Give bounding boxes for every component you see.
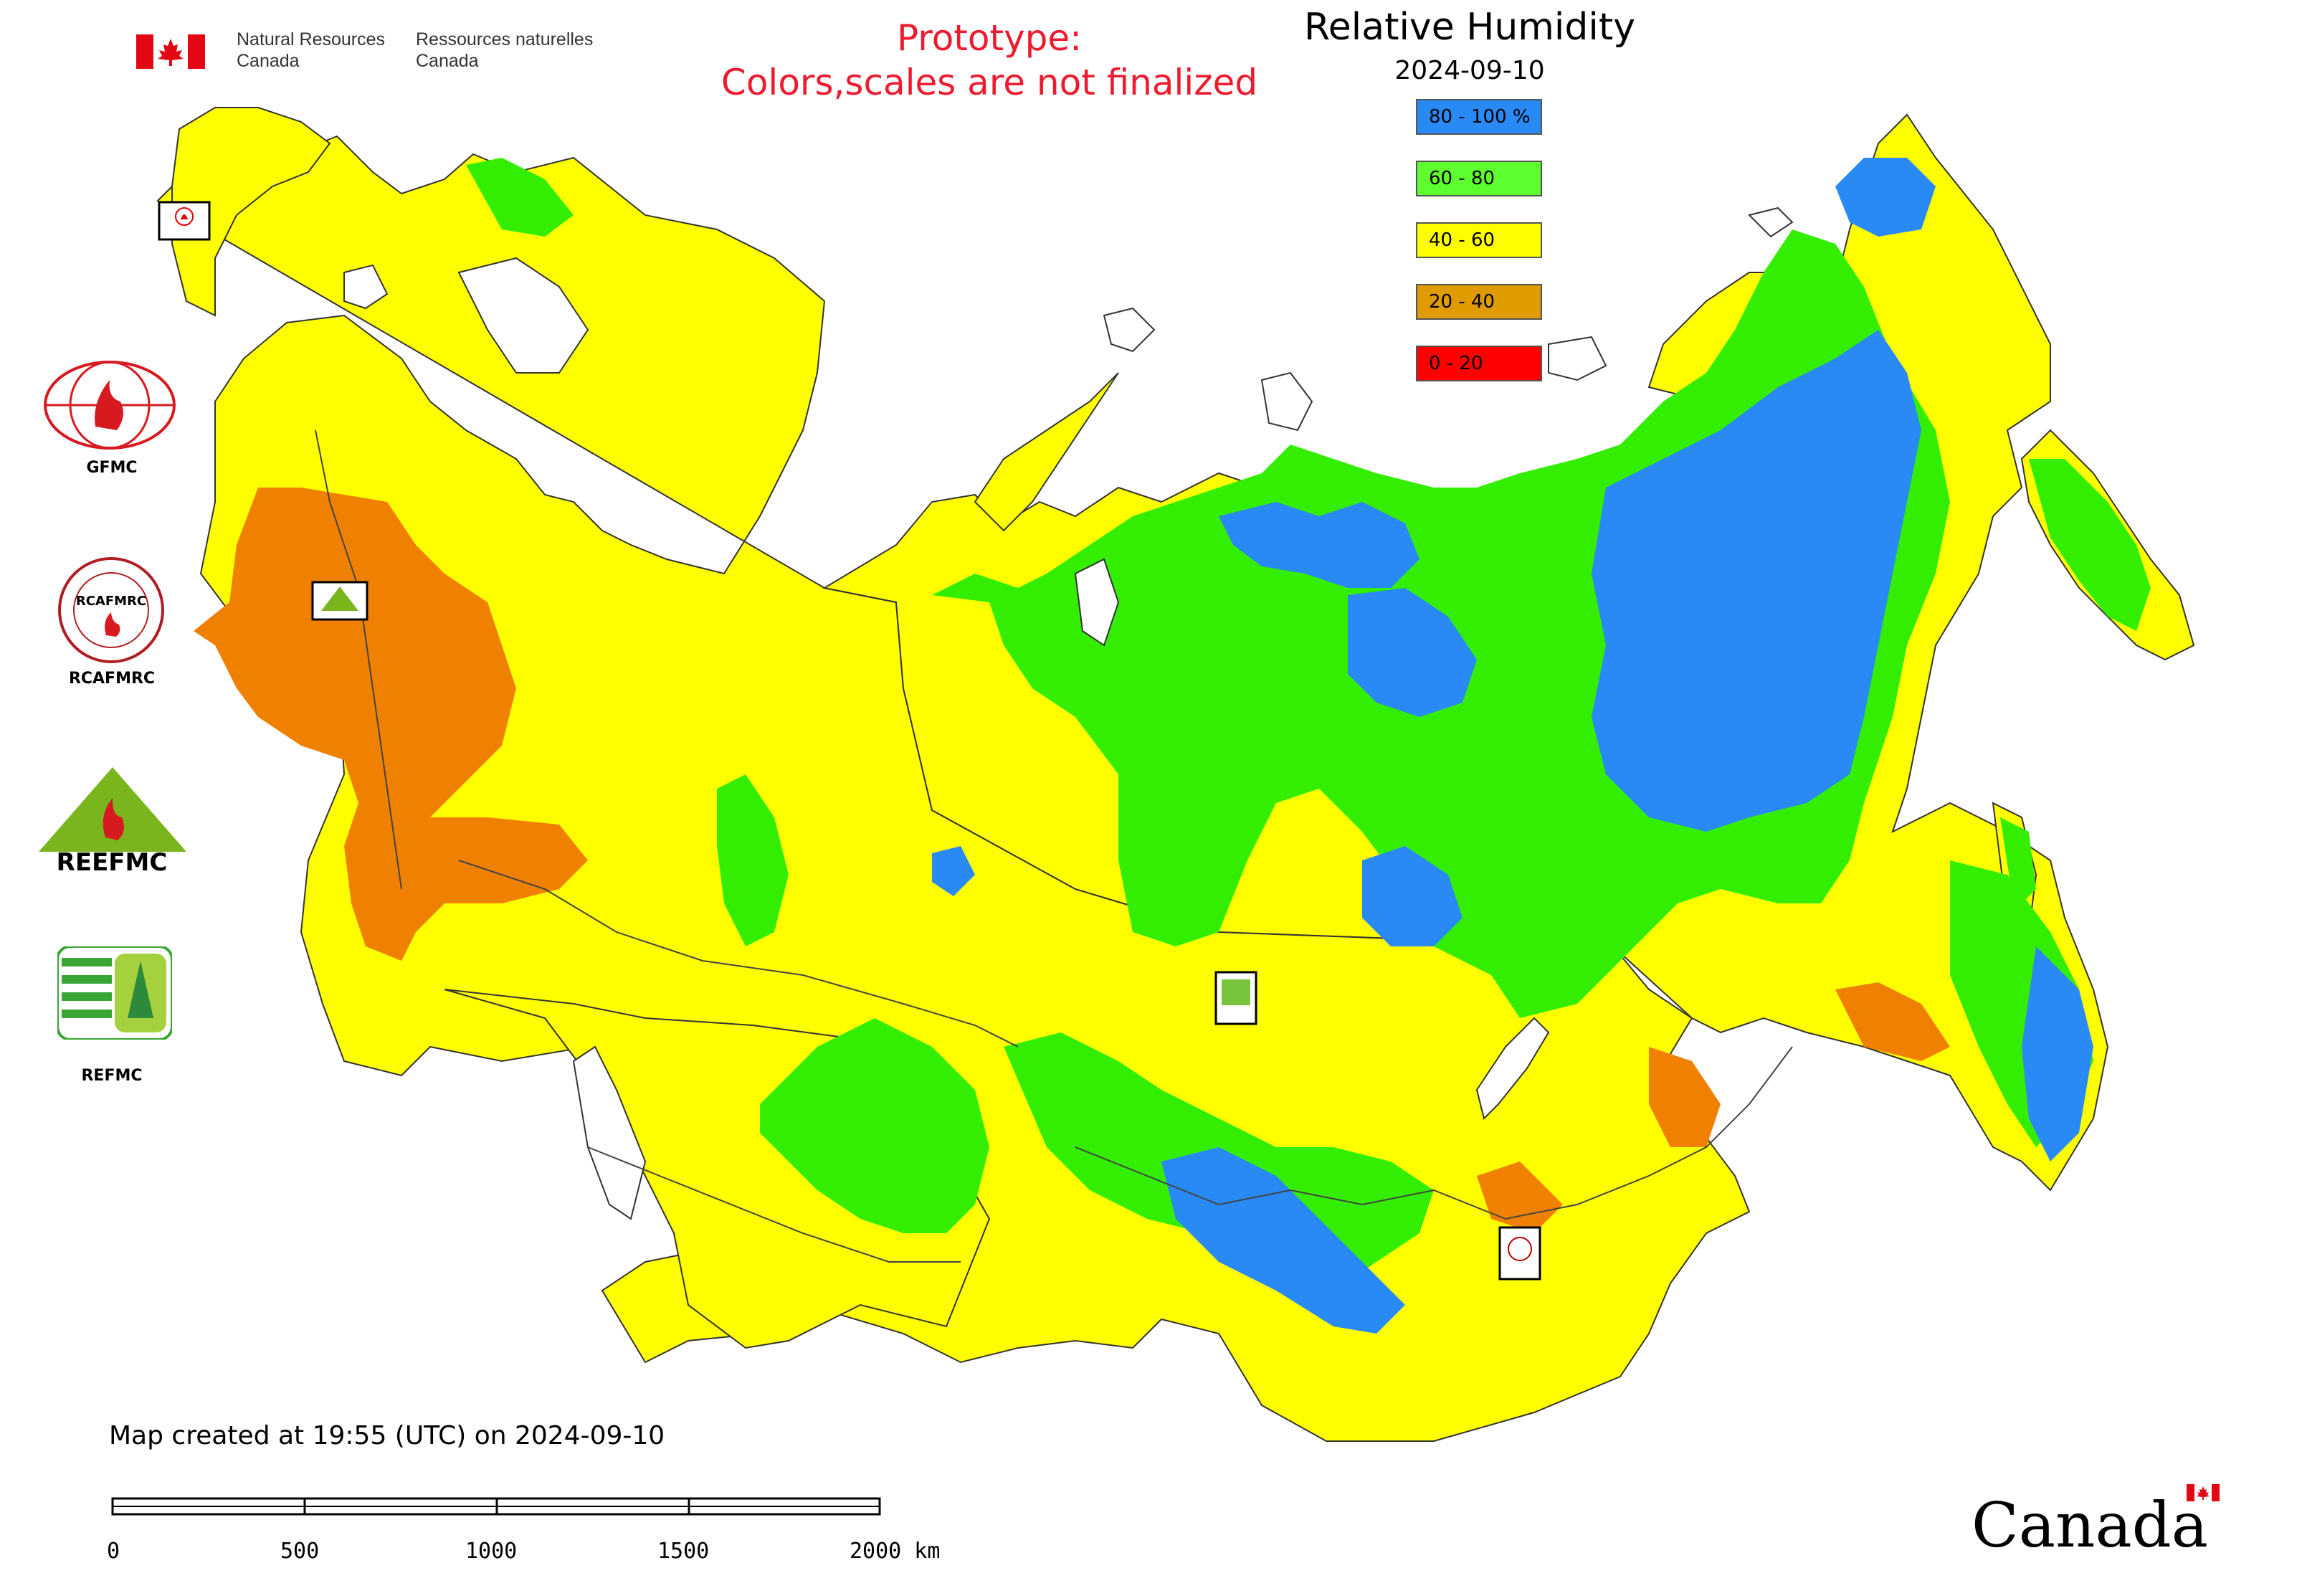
region-very-humid-khabarovsk xyxy=(2022,946,2093,1162)
island-severnaya-zemlya xyxy=(1260,371,1313,432)
map-title: Relative Humidity xyxy=(1303,6,1635,49)
island-franz-josef xyxy=(1103,307,1156,353)
island-new-siberian xyxy=(1548,336,1607,381)
legend-item-80-100: 80 - 100 % xyxy=(1416,99,1542,135)
nrcan-fr-line1: Ressources naturelles xyxy=(416,29,594,49)
scale-bar: 0 500 1000 1500 2000 km xyxy=(107,1497,940,1564)
scale-label-0: 0 xyxy=(107,1539,120,1564)
legend-item-0-20: 0 - 20 xyxy=(1416,346,1542,381)
region-humid-sakhalin xyxy=(2000,817,2036,911)
region-humid-kamchatka xyxy=(2029,459,2151,631)
marker-rcafmrc xyxy=(1498,1226,1541,1281)
region-humid-kazakhstan xyxy=(760,1018,989,1233)
region-very-humid-west xyxy=(932,846,975,896)
refmc-caption: REFMC xyxy=(81,1067,143,1085)
legend-item-60-80: 60 - 80 xyxy=(1416,161,1542,196)
region-dry-far-east xyxy=(1835,982,1950,1061)
scale-label-500: 500 xyxy=(280,1539,320,1564)
gfmc-caption: GFMC xyxy=(86,459,138,477)
rcafmrc-caption: RCAFMRC xyxy=(68,670,156,688)
region-very-humid-tuva xyxy=(1161,1147,1405,1334)
land-europe xyxy=(156,135,1751,1442)
legend: 80 - 100 % 60 - 80 40 - 60 20 - 40 0 - 2… xyxy=(1416,99,1545,386)
island-wrangel xyxy=(1748,206,1794,238)
region-humid-ural-strip xyxy=(717,774,789,946)
region-very-humid-yakutia xyxy=(1592,330,1921,832)
map-date: 2024-09-10 xyxy=(1394,56,1545,85)
prototype-notice: Prototype: Colors,scales are not finaliz… xyxy=(631,16,1348,105)
scale-bar-graphic xyxy=(111,1497,881,1516)
region-dry-china-east xyxy=(1649,1047,1721,1147)
border-russia-kazakhstan xyxy=(458,860,1019,1048)
marker-refmc xyxy=(1214,971,1257,1025)
legend-item-40-60: 40 - 60 xyxy=(1416,222,1542,258)
marker-gfmc xyxy=(158,201,211,241)
lake-ladoga xyxy=(343,264,389,310)
border-kazakhstan-central-asia xyxy=(587,1146,961,1263)
nrcan-english: Natural Resources Canada xyxy=(237,29,409,72)
legend-label: 60 - 80 xyxy=(1429,168,1495,189)
land-scandinavia xyxy=(171,107,331,317)
rcafmrc-logo-wordmark: RCAFMRC xyxy=(76,594,146,609)
reefmc-logo-wordmark: REEFMC xyxy=(57,848,168,873)
nrcan-french: Ressources naturelles Canada xyxy=(416,29,602,72)
land-novaya-zemlya xyxy=(974,372,1119,532)
canada-flag-icon xyxy=(136,34,205,69)
border-russia-mongolia xyxy=(1075,1046,1793,1220)
nrcan-signature: Natural Resources Canada Ressources natu… xyxy=(136,29,609,72)
legend-label: 20 - 40 xyxy=(1429,291,1495,313)
caspian-sea xyxy=(572,1045,647,1220)
white-sea xyxy=(457,257,589,374)
region-dry-europe xyxy=(194,488,588,961)
border-west xyxy=(315,429,402,890)
canada-wordmark-flag-icon xyxy=(2187,1484,2220,1501)
lake-baikal xyxy=(1475,1017,1550,1120)
gulf-of-ob xyxy=(1074,558,1120,647)
region-humid-kola xyxy=(466,158,574,237)
nrcan-fr-line2: Canada xyxy=(416,51,479,71)
legend-label: 0 - 20 xyxy=(1429,353,1483,374)
marker-reefmc xyxy=(311,581,368,621)
scale-label-1000: 1000 xyxy=(465,1539,518,1564)
region-very-humid-taimyr xyxy=(1219,502,1419,588)
rcafmrc-logo-icon: RCAFMRC xyxy=(58,557,164,663)
prototype-line1: Prototype: xyxy=(896,17,1083,59)
legend-label: 40 - 60 xyxy=(1429,229,1495,251)
legend-label: 80 - 100 % xyxy=(1429,106,1531,128)
region-very-humid-chukotka xyxy=(1835,158,1936,237)
nrcan-en-line2: Canada xyxy=(237,51,300,71)
refmc-logo-icon xyxy=(57,946,172,1040)
nrcan-en-line1: Natural Resources xyxy=(237,29,386,49)
reefmc-logo-icon: REEFMC xyxy=(39,767,186,873)
scale-label-2000: 2000 km xyxy=(850,1539,941,1564)
region-very-humid-central-siberia xyxy=(1348,588,1477,717)
canada-wordmark: Canada xyxy=(1972,1484,2230,1563)
canada-wordmark-text: Canada xyxy=(1972,1490,2209,1562)
map-created-note: Map created at 19:55 (UTC) on 2024-09-10 xyxy=(109,1421,665,1450)
region-very-humid-evenkia xyxy=(1362,846,1462,946)
scale-label-1500: 1500 xyxy=(657,1539,710,1564)
legend-item-20-40: 20 - 40 xyxy=(1416,284,1542,320)
prototype-line2: Colors,scales are not finalized xyxy=(720,62,1258,103)
gfmc-logo-icon xyxy=(44,361,176,450)
